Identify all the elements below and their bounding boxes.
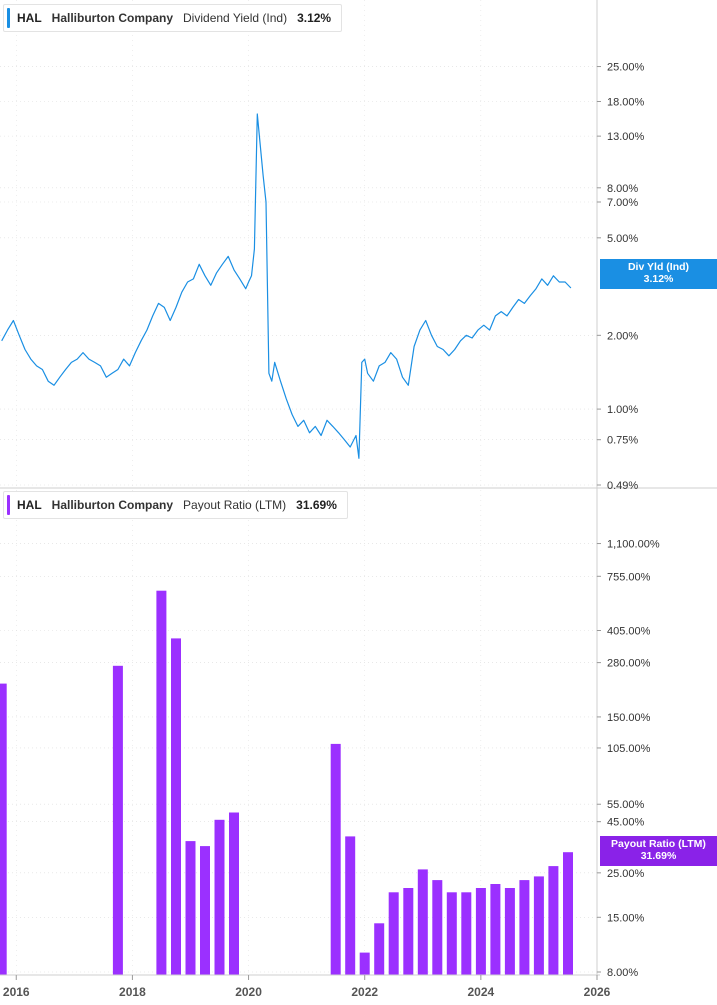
payout-ratio-bar [432, 880, 443, 975]
legend-value: 3.12% [297, 11, 332, 25]
series-color-swatch [7, 495, 10, 515]
payout-ratio-bar [374, 923, 385, 975]
payout-y-tick-label: 150.00% [607, 712, 651, 724]
payout-ratio-bar [403, 888, 414, 975]
dividend-yield-value-flag: Div Yld (Ind) 3.12% [600, 259, 717, 289]
x-tick-label: 2018 [119, 985, 146, 999]
payout-y-tick-label: 25.00% [607, 868, 645, 880]
payout-ratio-bar [563, 852, 573, 975]
yield-y-tick-label: 2.00% [607, 330, 638, 342]
flag-value: 31.69% [640, 850, 677, 862]
x-tick-label: 2022 [351, 985, 378, 999]
payout-ratio-bar [214, 819, 225, 975]
legend-ticker: HAL [17, 498, 42, 512]
x-tick-label: 2020 [235, 985, 262, 999]
payout-y-tick-label: 8.00% [607, 967, 638, 979]
flag-value: 3.12% [643, 273, 674, 285]
payout-ratio-bar [461, 892, 472, 975]
payout-ratio-bar [330, 743, 341, 975]
flag-label: Div Yld (Ind) [627, 261, 690, 273]
payout-ratio-bar [112, 665, 123, 975]
yield-y-tick-label: 0.49% [607, 480, 638, 492]
yield-y-tick-label: 25.00% [607, 62, 645, 74]
yield-y-tick-label: 7.00% [607, 197, 638, 209]
x-tick-label: 2024 [468, 985, 495, 999]
yield-y-tick-label: 5.00% [607, 233, 638, 245]
yield-y-tick-label: 8.00% [607, 183, 638, 195]
payout-ratio-bar [417, 869, 428, 975]
payout-ratio-plot [0, 590, 573, 975]
payout-ratio-bar [490, 884, 501, 975]
series-color-swatch [7, 8, 10, 28]
payout-y-tick-label: 1,100.00% [607, 539, 660, 551]
payout-y-tick-label: 405.00% [607, 625, 651, 637]
x-tick-label: 2016 [3, 985, 30, 999]
payout-y-tick-label: 280.00% [607, 658, 651, 670]
yield-y-tick-label: 18.00% [607, 97, 645, 109]
flag-label: Payout Ratio (LTM) [611, 838, 706, 850]
payout-ratio-bar [548, 866, 559, 975]
yield-y-tick-label: 0.75% [607, 435, 638, 447]
payout-ratio-bar [0, 683, 7, 975]
x-tick-label: 2026 [584, 985, 611, 999]
legend-company: Halliburton Company [51, 498, 174, 512]
dividend-yield-line [1, 113, 572, 459]
payout-ratio-bar [156, 590, 167, 975]
payout-ratio-bar [519, 880, 530, 975]
legend-metric: Dividend Yield (Ind) [183, 11, 288, 25]
payout-ratio-bar [345, 836, 356, 975]
payout-ratio-bar [171, 638, 181, 975]
payout-y-tick-label: 45.00% [607, 817, 645, 829]
payout-y-tick-label: 105.00% [607, 743, 651, 755]
payout-ratio-bar [229, 812, 239, 975]
legend-metric: Payout Ratio (LTM) [183, 498, 287, 512]
dividend-yield-legend[interactable]: HAL Halliburton Company Dividend Yield (… [3, 4, 343, 32]
yield-y-tick-label: 1.00% [607, 404, 638, 416]
legend-ticker: HAL [17, 11, 42, 25]
payout-y-tick-label: 15.00% [607, 912, 645, 924]
payout-ratio-bar [185, 841, 196, 975]
payout-y-tick-label: 55.00% [607, 799, 645, 811]
payout-y-tick-label: 755.00% [607, 571, 651, 583]
yield-y-tick-label: 13.00% [607, 131, 645, 143]
payout-ratio-bar [388, 892, 399, 975]
payout-ratio-legend[interactable]: HAL Halliburton Company Payout Ratio (LT… [3, 491, 348, 519]
payout-ratio-bar [359, 952, 370, 975]
payout-ratio-bar [533, 876, 544, 975]
payout-ratio-bar [475, 888, 486, 975]
payout-ratio-bar [200, 846, 210, 975]
payout-ratio-value-flag: Payout Ratio (LTM) 31.69% [600, 836, 717, 866]
legend-value: 31.69% [296, 498, 337, 512]
payout-ratio-bar [446, 892, 457, 975]
payout-ratio-bar [504, 888, 515, 975]
dividend-yield-plot [1, 113, 572, 459]
legend-company: Halliburton Company [51, 11, 174, 25]
